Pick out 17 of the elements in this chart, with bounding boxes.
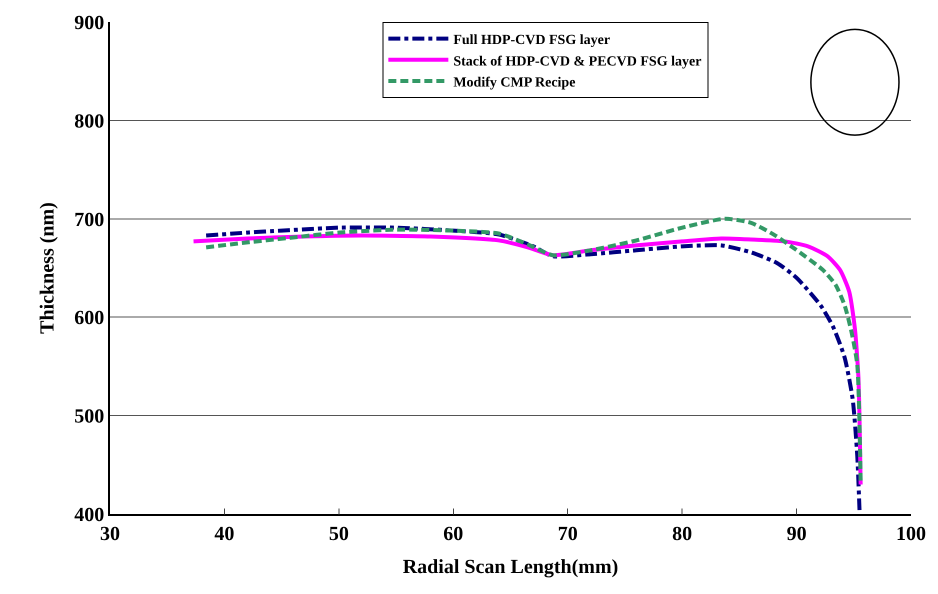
- legend-label: Stack of HDP-CVD & PECVD FSG layer: [453, 54, 702, 70]
- x-tick-label: 80: [672, 522, 692, 545]
- y-tick-label: 800: [74, 110, 104, 132]
- y-tick-label: 600: [74, 307, 104, 330]
- x-axis-title: Radial Scan Length(mm): [402, 556, 618, 578]
- y-axis-title: Thickness (nm): [36, 202, 58, 334]
- x-tick-label: 90: [786, 522, 807, 545]
- x-tick-label: 40: [214, 522, 234, 545]
- y-tick-label: 500: [74, 406, 104, 428]
- x-tick-label: 70: [558, 522, 578, 545]
- legend-label: Modify CMP Recipe: [453, 75, 576, 90]
- y-tick-label: 700: [74, 208, 104, 231]
- x-tick-label: 100: [896, 522, 926, 545]
- x-tick-label: 50: [328, 522, 349, 545]
- legend-label: Full HDP-CVD FSG layer: [453, 33, 610, 48]
- y-tick-label: 900: [74, 12, 104, 34]
- x-tick-label: 60: [443, 522, 464, 545]
